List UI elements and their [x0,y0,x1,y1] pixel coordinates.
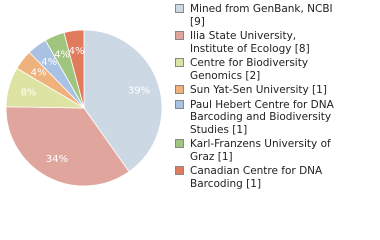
legend-swatch [175,85,184,94]
legend-swatch [175,31,184,40]
legend-item: Ilia State University, Institute of Ecol… [175,30,343,55]
legend-label: Ilia State University, Institute of Ecol… [190,30,310,55]
data-label: 4% [31,67,47,78]
legend-label: Sun Yat-Sen University [1] [190,84,327,96]
data-label: 34% [46,154,68,165]
data-label: 39% [128,86,150,97]
data-label: 4% [69,46,85,57]
legend-label: Mined from GenBank, NCBI [9] [190,3,333,28]
legend-swatch [175,166,184,175]
pie: 39%34%8%4%4%4%4% [5,29,163,187]
legend-label: Canadian Centre for DNA Barcoding [1] [190,165,323,190]
legend-swatch [175,58,184,67]
legend-item: Canadian Centre for DNA Barcoding [1] [175,165,343,190]
legend-item: Centre for Biodiversity Genomics [2] [175,57,343,82]
legend-item: Sun Yat-Sen University [1] [175,84,343,97]
pie-slice [63,29,85,109]
legend-swatch [175,4,184,13]
data-label: 4% [54,50,70,61]
legend-swatch [175,99,184,109]
data-label: 8% [21,87,37,98]
legend-item: Karl-Franzens University of Graz [1] [175,138,343,163]
legend: Mined from GenBank, NCBI [9] Ilia State U… [175,3,343,190]
legend-swatch [175,139,184,148]
pie-slice [83,29,163,173]
legend-label: Karl-Franzens University of Graz [1] [190,138,331,163]
legend-item: Mined from GenBank, NCBI [9] [175,3,343,28]
legend-label: Paul Hebert Centre for DNA Barcoding and… [190,98,334,136]
data-label: 4% [41,57,57,68]
legend-item: Paul Hebert Centre for DNA Barcoding and… [175,99,343,137]
pie-slice [5,106,130,187]
legend-label: Centre for Biodiversity Genomics [2] [190,57,309,82]
